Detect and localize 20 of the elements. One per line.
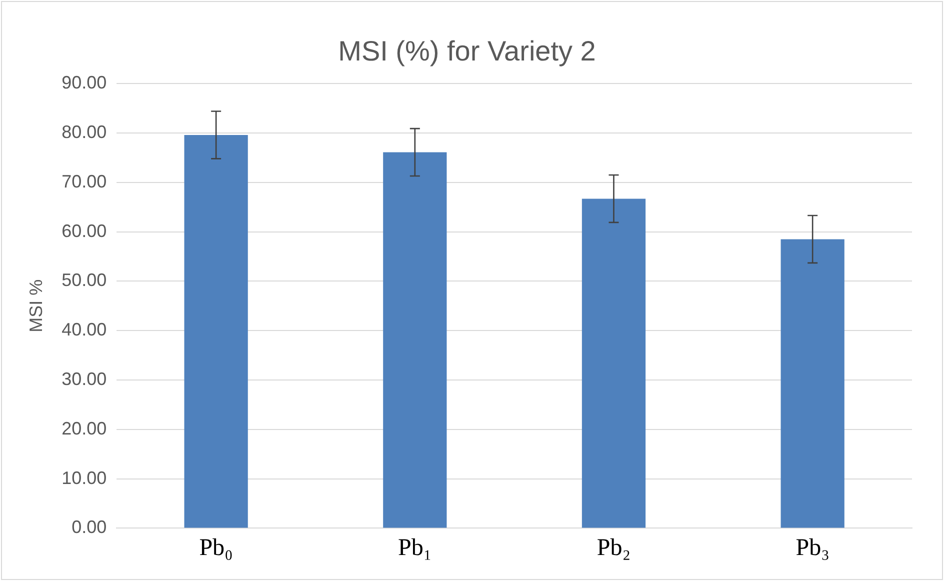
x-tick-label: Pb₀ [199,534,233,561]
y-tick-label: 40.00 [62,320,107,340]
y-tick-label: 20.00 [62,418,107,438]
bar [383,152,447,528]
bar [780,239,844,528]
bar [184,134,248,528]
y-tick-label: 70.00 [62,171,107,192]
y-tick-label: 50.00 [62,270,107,290]
x-tick-label: Pb₃ [796,534,830,561]
x-tick-label: Pb₁ [398,534,432,561]
y-tick-label: 90.00 [62,72,107,93]
x-tick-label: Pb₂ [596,534,631,561]
y-tick-label: 0.00 [72,517,107,538]
y-axis-title: MSI % [26,279,46,332]
y-tick-label: 10.00 [62,468,107,488]
y-tick-label: 30.00 [62,368,107,389]
y-tick-label: 80.00 [62,122,107,142]
y-tick-label: 60.00 [62,220,107,241]
chart-title: MSI (%) for Variety 2 [338,36,596,67]
bar [582,198,646,528]
